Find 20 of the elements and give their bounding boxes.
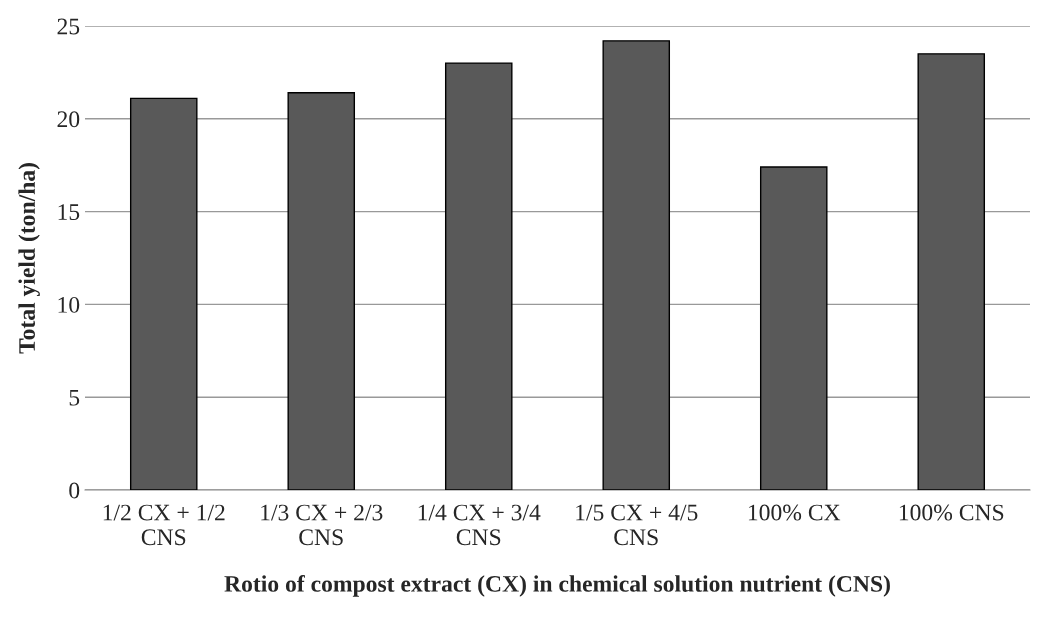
x-tick-label: 100% CNS	[899, 504, 1004, 521]
x-tick-label: 1/5 CX + 4/5 CNS	[576, 504, 698, 546]
y-tick-label: 0	[69, 482, 80, 499]
y-axis-title: Total yield (ton/ha)	[18, 163, 40, 354]
y-tick-label: 25	[57, 18, 80, 35]
y-tick-label: 5	[69, 389, 80, 406]
x-axis-title: Rotio of compost extract (CX) in chemical solution nutrient (CNS)	[224, 574, 890, 597]
bar	[602, 40, 671, 490]
x-tick-label: 1/3 CX + 2/3 CNS	[261, 504, 383, 546]
bar	[444, 62, 513, 490]
x-tick-label: 100% CX	[748, 504, 841, 521]
x-tick-label: 1/4 CX + 3/4 CNS	[418, 504, 541, 546]
bar	[287, 92, 356, 490]
y-tick-label: 20	[57, 111, 80, 128]
x-tick-label: 1/2 CX + 1/2 CNS	[103, 504, 225, 546]
bar	[917, 53, 986, 490]
bar	[759, 166, 828, 490]
y-tick-label: 10	[58, 296, 80, 313]
bar	[129, 97, 198, 490]
y-tick-label: 15	[58, 204, 80, 221]
